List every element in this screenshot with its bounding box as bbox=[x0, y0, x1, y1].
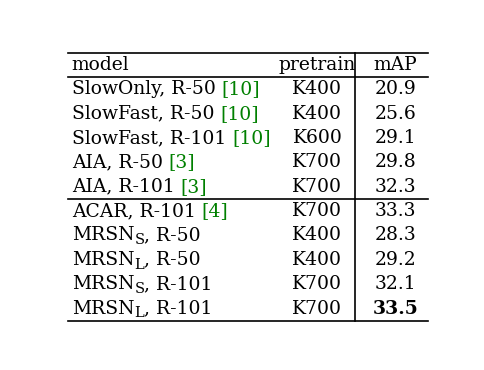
Text: 33.3: 33.3 bbox=[375, 202, 416, 220]
Text: S: S bbox=[134, 282, 144, 296]
Text: 28.3: 28.3 bbox=[375, 226, 416, 245]
Text: 29.1: 29.1 bbox=[375, 129, 416, 147]
Text: 32.1: 32.1 bbox=[375, 275, 416, 293]
Text: AIA, R-101: AIA, R-101 bbox=[72, 178, 181, 196]
Text: mAP: mAP bbox=[374, 56, 417, 74]
Text: K400: K400 bbox=[292, 80, 343, 98]
Text: [3]: [3] bbox=[169, 154, 196, 171]
Text: MRSN: MRSN bbox=[72, 275, 134, 293]
Text: SlowOnly, R-50: SlowOnly, R-50 bbox=[72, 80, 222, 98]
Text: K700: K700 bbox=[292, 178, 343, 196]
Text: K400: K400 bbox=[292, 105, 343, 123]
Text: MRSN: MRSN bbox=[72, 251, 134, 269]
Text: [10]: [10] bbox=[232, 129, 271, 147]
Text: K400: K400 bbox=[292, 226, 343, 245]
Text: , R-50: , R-50 bbox=[144, 226, 201, 245]
Text: 25.6: 25.6 bbox=[375, 105, 416, 123]
Text: K700: K700 bbox=[292, 275, 343, 293]
Text: S: S bbox=[134, 233, 144, 248]
Text: 20.9: 20.9 bbox=[375, 80, 416, 98]
Text: SlowFast, R-50: SlowFast, R-50 bbox=[72, 105, 220, 123]
Text: , R-101: , R-101 bbox=[144, 275, 213, 293]
Text: , R-50: , R-50 bbox=[144, 251, 201, 269]
Text: K700: K700 bbox=[292, 300, 343, 317]
Text: ACAR, R-101: ACAR, R-101 bbox=[72, 202, 202, 220]
Text: 32.3: 32.3 bbox=[375, 178, 416, 196]
Text: [10]: [10] bbox=[220, 105, 259, 123]
Text: 29.8: 29.8 bbox=[375, 154, 416, 171]
Text: [10]: [10] bbox=[222, 80, 260, 98]
Text: , R-101: , R-101 bbox=[144, 300, 212, 317]
Text: L: L bbox=[134, 306, 144, 320]
Text: K400: K400 bbox=[292, 251, 343, 269]
Text: MRSN: MRSN bbox=[72, 300, 134, 317]
Text: K600: K600 bbox=[292, 129, 342, 147]
Text: L: L bbox=[134, 258, 144, 272]
Text: SlowFast, R-101: SlowFast, R-101 bbox=[72, 129, 232, 147]
Text: 29.2: 29.2 bbox=[375, 251, 416, 269]
Text: K700: K700 bbox=[292, 154, 343, 171]
Text: model: model bbox=[72, 56, 129, 74]
Text: MRSN: MRSN bbox=[72, 226, 134, 245]
Text: K700: K700 bbox=[292, 202, 343, 220]
Text: 33.5: 33.5 bbox=[373, 300, 418, 317]
Text: [3]: [3] bbox=[181, 178, 207, 196]
Text: AIA, R-50: AIA, R-50 bbox=[72, 154, 169, 171]
Text: [4]: [4] bbox=[202, 202, 228, 220]
Text: pretrain: pretrain bbox=[279, 56, 356, 74]
